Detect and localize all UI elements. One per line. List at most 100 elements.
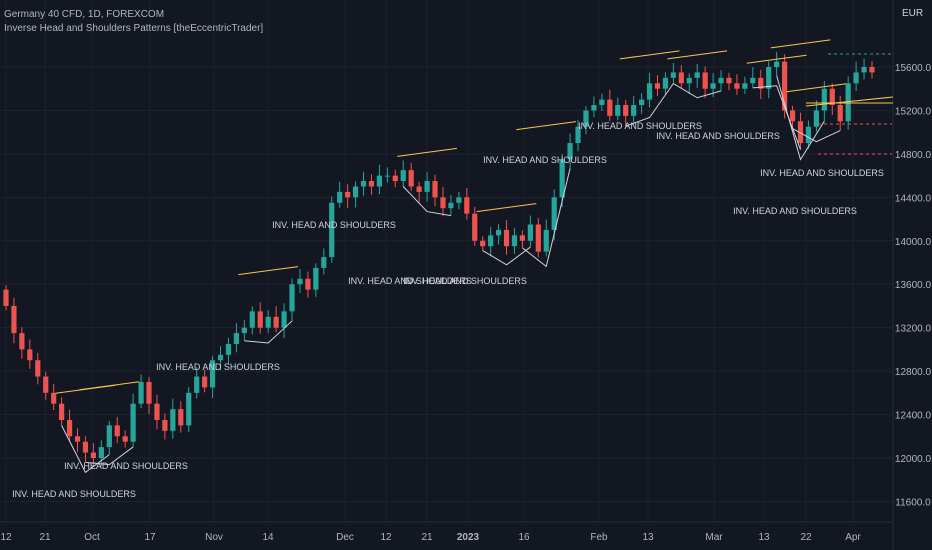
candle-body[interactable] bbox=[337, 191, 343, 203]
candle-body[interactable] bbox=[845, 83, 851, 122]
candle-body[interactable] bbox=[249, 311, 255, 328]
candle-body[interactable] bbox=[535, 224, 541, 252]
candle-body[interactable] bbox=[503, 229, 510, 247]
candle-body[interactable] bbox=[646, 83, 653, 100]
candle-body[interactable] bbox=[575, 126, 581, 144]
candle-body[interactable] bbox=[408, 170, 414, 187]
candle-body[interactable] bbox=[122, 436, 128, 442]
candle-body[interactable] bbox=[146, 381, 152, 404]
candle-body[interactable] bbox=[424, 181, 430, 192]
candle-body[interactable] bbox=[66, 419, 73, 437]
candle-body[interactable] bbox=[186, 392, 192, 426]
candle-body[interactable] bbox=[821, 88, 827, 111]
candle-body[interactable] bbox=[726, 77, 732, 84]
candle-body[interactable] bbox=[265, 316, 271, 328]
candle-body[interactable] bbox=[170, 409, 176, 431]
candle-body[interactable] bbox=[51, 392, 57, 404]
candle-body[interactable] bbox=[638, 99, 645, 106]
candle-body[interactable] bbox=[837, 105, 843, 122]
candle-body[interactable] bbox=[567, 143, 573, 160]
candle-body[interactable] bbox=[202, 376, 208, 388]
candle-body[interactable] bbox=[281, 311, 287, 328]
candle-body[interactable] bbox=[11, 305, 17, 334]
candle-body[interactable] bbox=[694, 72, 700, 78]
candle-body[interactable] bbox=[313, 267, 319, 290]
candle-body[interactable] bbox=[766, 67, 772, 89]
candle-body[interactable] bbox=[440, 197, 446, 209]
candle-body[interactable] bbox=[392, 175, 398, 182]
candle-body[interactable] bbox=[734, 83, 740, 89]
candle-body[interactable] bbox=[488, 235, 494, 247]
candle-body[interactable] bbox=[74, 436, 81, 442]
candle-body[interactable] bbox=[289, 284, 295, 312]
candle-body[interactable] bbox=[98, 447, 104, 458]
candle-body[interactable] bbox=[321, 257, 327, 268]
candle-body[interactable] bbox=[225, 343, 232, 355]
candle-body[interactable] bbox=[273, 316, 279, 328]
candle-body[interactable] bbox=[416, 186, 422, 192]
candle-body[interactable] bbox=[702, 72, 708, 89]
candle-body[interactable] bbox=[368, 181, 375, 187]
candle-body[interactable] bbox=[718, 77, 724, 84]
candle-body[interactable] bbox=[615, 105, 621, 116]
candle-body[interactable] bbox=[106, 425, 112, 448]
symbol-title[interactable]: Germany 40 CFD, 1D, FOREXCOM bbox=[4, 9, 165, 20]
candle-body[interactable] bbox=[805, 126, 812, 144]
indicator-title[interactable]: Inverse Head and Shoulders Patterns [the… bbox=[4, 23, 264, 34]
candle-body[interactable] bbox=[376, 175, 383, 187]
candle-body[interactable] bbox=[789, 110, 796, 122]
candle-body[interactable] bbox=[797, 121, 804, 144]
candle-body[interactable] bbox=[861, 67, 867, 73]
candle-body[interactable] bbox=[742, 83, 748, 89]
candle-body[interactable] bbox=[448, 202, 454, 209]
candle-body[interactable] bbox=[35, 360, 41, 377]
candle-body[interactable] bbox=[623, 105, 629, 116]
candle-body[interactable] bbox=[114, 425, 120, 437]
candle-body[interactable] bbox=[305, 278, 311, 290]
candle-body[interactable] bbox=[511, 235, 518, 247]
candle-body[interactable] bbox=[384, 175, 390, 177]
candle-body[interactable] bbox=[758, 77, 764, 89]
candle-body[interactable] bbox=[583, 110, 589, 127]
candle-body[interactable] bbox=[869, 67, 875, 73]
candle-body[interactable] bbox=[495, 229, 502, 236]
candle-body[interactable] bbox=[360, 181, 367, 187]
candle-body[interactable] bbox=[456, 197, 462, 203]
candle-body[interactable] bbox=[241, 327, 247, 334]
candle-body[interactable] bbox=[162, 419, 168, 431]
candle-body[interactable] bbox=[543, 229, 549, 252]
candle-body[interactable] bbox=[670, 72, 676, 78]
candle-body[interactable] bbox=[130, 403, 136, 442]
candle-body[interactable] bbox=[527, 224, 533, 241]
candle-body[interactable] bbox=[662, 77, 669, 89]
candle-body[interactable] bbox=[43, 376, 49, 393]
candle-body[interactable] bbox=[400, 170, 406, 182]
candle-body[interactable] bbox=[194, 376, 200, 393]
candle-body[interactable] bbox=[352, 186, 359, 198]
candle-body[interactable] bbox=[90, 452, 96, 458]
candle-body[interactable] bbox=[551, 197, 557, 230]
candle-body[interactable] bbox=[853, 72, 859, 84]
candle-body[interactable] bbox=[654, 83, 661, 89]
candle-body[interactable] bbox=[82, 441, 89, 453]
candle-body[interactable] bbox=[631, 105, 637, 116]
candle-body[interactable] bbox=[178, 409, 184, 426]
candle-body[interactable] bbox=[591, 105, 597, 111]
candle-body[interactable] bbox=[3, 289, 9, 306]
candle-body[interactable] bbox=[519, 235, 526, 241]
candle-body[interactable] bbox=[607, 99, 613, 116]
candle-body[interactable] bbox=[257, 311, 263, 328]
candle-body[interactable] bbox=[19, 333, 25, 350]
candle-body[interactable] bbox=[782, 61, 788, 111]
candle-body[interactable] bbox=[678, 72, 684, 84]
candle-body[interactable] bbox=[559, 159, 565, 198]
candle-body[interactable] bbox=[472, 213, 478, 241]
candle-body[interactable] bbox=[329, 202, 335, 258]
candle-body[interactable] bbox=[599, 99, 605, 106]
candle-body[interactable] bbox=[710, 83, 716, 89]
candle-body[interactable] bbox=[432, 181, 438, 198]
candle-body[interactable] bbox=[154, 403, 160, 420]
candle-body[interactable] bbox=[464, 197, 470, 214]
candle-body[interactable] bbox=[59, 403, 65, 420]
